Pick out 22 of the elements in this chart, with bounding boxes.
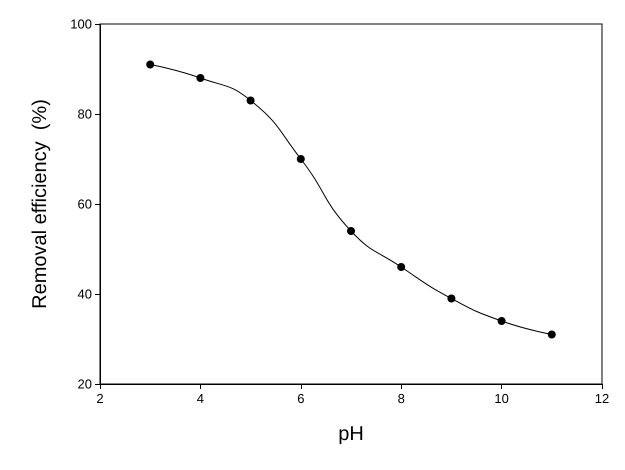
point: [397, 263, 406, 271]
y-tick-label: 20: [78, 376, 92, 392]
x-tick-label: 2: [96, 391, 104, 406]
x-tick-label: 8: [398, 391, 405, 406]
y-tick-label: 60: [78, 196, 92, 212]
y-tick-label: 40: [78, 286, 92, 302]
y-tick-label: 80: [78, 106, 92, 122]
point: [347, 227, 355, 235]
point: [447, 294, 456, 302]
y-tick-label: 100: [70, 16, 92, 32]
point: [296, 155, 305, 163]
point: [498, 317, 506, 325]
x-tick-label: 4: [196, 391, 204, 406]
point: [146, 60, 154, 68]
x-tick-label: 6: [297, 391, 304, 406]
point: [246, 96, 255, 104]
y-axis-title: Removal efficiency (%): [29, 99, 51, 309]
x-tick-label: 10: [494, 391, 509, 406]
x-axis-title: pH: [338, 423, 364, 445]
x-tick-label: 12: [594, 391, 610, 406]
point: [196, 74, 204, 82]
point: [548, 330, 556, 338]
